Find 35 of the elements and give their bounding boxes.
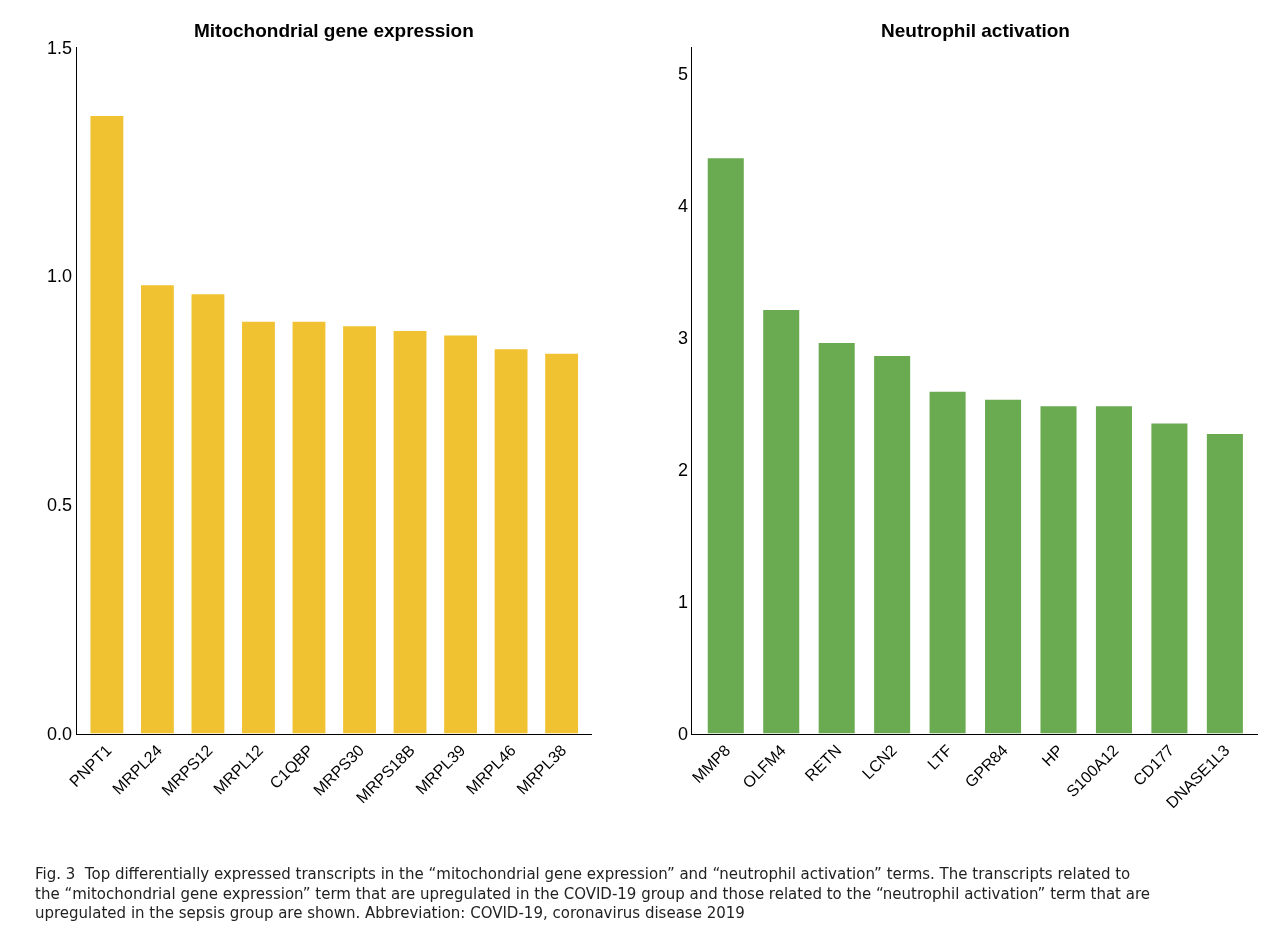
bar bbox=[545, 353, 579, 734]
chart-title: Mitochondrial gene expression bbox=[194, 20, 474, 41]
bar bbox=[1095, 406, 1132, 734]
bar bbox=[494, 349, 528, 734]
x-tick-label: HP bbox=[1038, 741, 1067, 770]
bar bbox=[292, 321, 326, 734]
bar bbox=[1151, 423, 1188, 734]
y-tick-label: 0 bbox=[677, 723, 688, 744]
bar bbox=[1206, 433, 1243, 734]
bar bbox=[763, 309, 800, 734]
bar bbox=[929, 391, 966, 734]
bar bbox=[444, 335, 477, 734]
y-tick-label: 1 bbox=[677, 591, 688, 612]
chart-title: Neutrophil activation bbox=[881, 20, 1070, 41]
bar bbox=[140, 285, 174, 734]
x-tick-label: LTF bbox=[924, 741, 956, 773]
y-tick-label: 0.0 bbox=[46, 723, 72, 744]
bar bbox=[191, 294, 225, 734]
bar bbox=[242, 321, 275, 734]
y-tick-label: 1.0 bbox=[46, 266, 72, 287]
bar bbox=[1040, 406, 1077, 734]
y-tick-label: 4 bbox=[677, 195, 688, 216]
y-tick-label: 5 bbox=[677, 63, 688, 84]
bar bbox=[985, 399, 1022, 734]
y-tick-label: 3 bbox=[677, 327, 688, 348]
y-tick-label: 0.5 bbox=[46, 495, 72, 516]
caption: Fig. 3 Top differentially expressed transcripts in the “mitochondrial gene expression” and “neutrophil activation” terms. The transcripts related to the “mitochondrial gene expression” term that are upregulated in the COVID-19 group and those related to the “neutrophil activation” term that are upregulated in the sepsis group are shown. Abbreviation: COVID-19, coronavirus disease 2019 bbox=[35, 865, 1151, 922]
bar bbox=[818, 342, 855, 734]
bar bbox=[343, 326, 376, 734]
bar bbox=[707, 158, 744, 734]
bar bbox=[90, 115, 124, 734]
y-tick-label: 2 bbox=[677, 459, 688, 480]
y-tick-label: 1.5 bbox=[46, 37, 72, 58]
bar bbox=[874, 356, 911, 734]
bar bbox=[393, 330, 427, 734]
